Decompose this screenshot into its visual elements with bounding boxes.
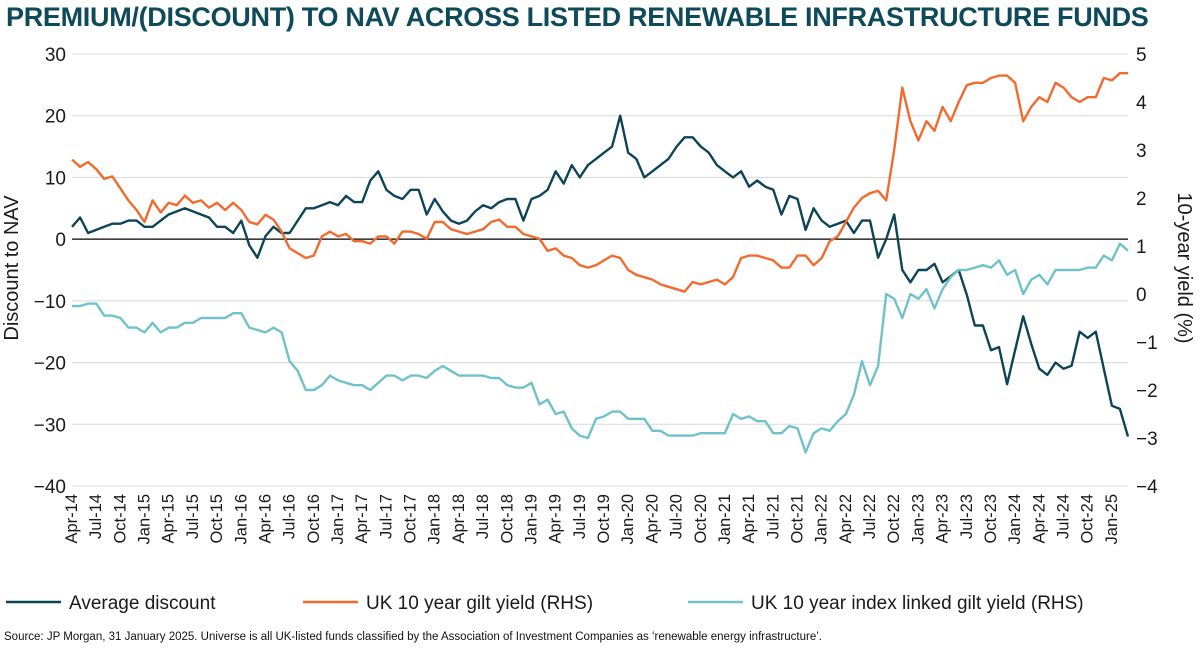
left-tick-label: −30 — [34, 415, 66, 436]
x-tick-label: Jul-16 — [281, 494, 299, 539]
source-note: Source: JP Morgan, 31 January 2025. Univ… — [4, 631, 822, 643]
right-tick-label: 1 — [1136, 237, 1147, 258]
x-tick-label: Jan-17 — [329, 494, 347, 544]
x-tick-label: Jan-18 — [426, 494, 444, 544]
x-tick-label: Jul-22 — [861, 494, 879, 539]
x-tick-label: Jan-24 — [1006, 494, 1024, 544]
series-line-1 — [71, 114, 1130, 437]
right-tick-label: −1 — [1136, 333, 1158, 354]
x-tick-label: Oct-16 — [305, 494, 323, 544]
x-tick-label: Apr-17 — [353, 494, 371, 544]
x-tick-label: Apr-20 — [643, 494, 661, 544]
x-axis-ticks: Apr-14 Jul-14 Oct-14 Jan-15 Apr-15 Jul-15 Oct-… — [63, 494, 1121, 544]
right-tick-label: 2 — [1136, 189, 1147, 210]
x-tick-label: Jul-21 — [764, 494, 782, 539]
right-tick-label: −4 — [1136, 477, 1158, 498]
x-tick-label: Apr-16 — [257, 494, 275, 544]
x-tick-label: Apr-22 — [837, 494, 855, 544]
x-tick-label: Oct-19 — [595, 494, 613, 544]
series-line-3 — [72, 242, 1129, 454]
x-tick-label: Jul-23 — [958, 494, 976, 539]
x-tick-label: Oct-22 — [885, 494, 903, 544]
left-tick-label: 0 — [55, 230, 66, 251]
x-tick-label: Apr-23 — [934, 494, 952, 544]
x-tick-label: Oct-23 — [982, 494, 1000, 544]
x-tick-label: Jul-18 — [474, 494, 492, 539]
right-tick-label: 5 — [1136, 45, 1147, 66]
x-tick-label: Apr-19 — [547, 494, 565, 544]
legend-label-2: UK 10 year gilt yield (RHS) — [366, 593, 593, 614]
x-tick-label: Jan-20 — [619, 494, 637, 544]
x-tick-label: Jan-21 — [716, 494, 734, 544]
x-tick-label: Jul-14 — [87, 494, 105, 539]
legend-label-1: Average discount — [69, 593, 216, 614]
x-tick-label: Jan-23 — [909, 494, 927, 544]
x-tick-label: Jul-19 — [571, 494, 589, 539]
x-tick-label: Oct-15 — [208, 494, 226, 544]
x-tick-label: Oct-14 — [111, 494, 129, 544]
x-tick-label: Jan-15 — [136, 494, 154, 544]
right-axis-label: 10-year yield (%) — [1173, 192, 1195, 343]
x-tick-label: Jul-20 — [668, 494, 686, 539]
right-tick-label: 0 — [1136, 285, 1147, 306]
right-tick-label: 4 — [1136, 93, 1147, 114]
x-tick-label: Apr-21 — [740, 494, 758, 544]
right-tick-label: 3 — [1136, 141, 1147, 162]
x-tick-label: Jan-19 — [523, 494, 541, 544]
x-tick-label: Jul-15 — [184, 494, 202, 539]
legend-label-3: UK 10 year index linked gilt yield (RHS) — [751, 593, 1084, 614]
x-tick-label: Oct-20 — [692, 494, 710, 544]
legend: Average discount UK 10 year gilt yield (R… — [6, 593, 1084, 614]
x-tick-label: Oct-17 — [402, 494, 420, 544]
left-tick-label: 20 — [45, 107, 66, 128]
x-tick-label: Oct-21 — [789, 494, 807, 544]
x-tick-label: Jul-24 — [1055, 494, 1073, 539]
x-tick-label: Oct-18 — [498, 494, 516, 544]
x-tick-label: Apr-15 — [160, 494, 178, 544]
x-tick-label: Apr-18 — [450, 494, 468, 544]
x-tick-label: Jan-25 — [1103, 494, 1121, 544]
right-tick-label: −2 — [1136, 381, 1158, 402]
chart-title: PREMIUM/(DISCOUNT) TO NAV ACROSS LISTED … — [6, 2, 1149, 32]
right-tick-label: −3 — [1136, 429, 1158, 450]
x-tick-label: Jul-17 — [377, 494, 395, 539]
right-axis-ticks: 5 4 3 2 1 0 −1 −2 −3 −4 — [1136, 45, 1158, 498]
left-tick-label: 10 — [45, 168, 66, 189]
x-tick-label: Jan-22 — [813, 494, 831, 544]
series-group — [71, 72, 1130, 454]
left-tick-label: −10 — [34, 292, 66, 313]
x-tick-label: Apr-14 — [63, 494, 81, 544]
series-line-2 — [71, 72, 1128, 293]
x-tick-label: Oct-24 — [1079, 494, 1097, 544]
left-tick-label: −40 — [34, 477, 66, 498]
left-axis-ticks: 30 20 10 0 −10 −20 −30 −40 — [34, 45, 66, 498]
left-tick-label: 30 — [45, 45, 66, 66]
left-axis-label: Discount to NAV — [1, 195, 23, 341]
x-tick-label: Jan-16 — [232, 494, 250, 544]
x-tick-label: Apr-24 — [1030, 494, 1048, 544]
left-tick-label: −20 — [34, 354, 66, 375]
